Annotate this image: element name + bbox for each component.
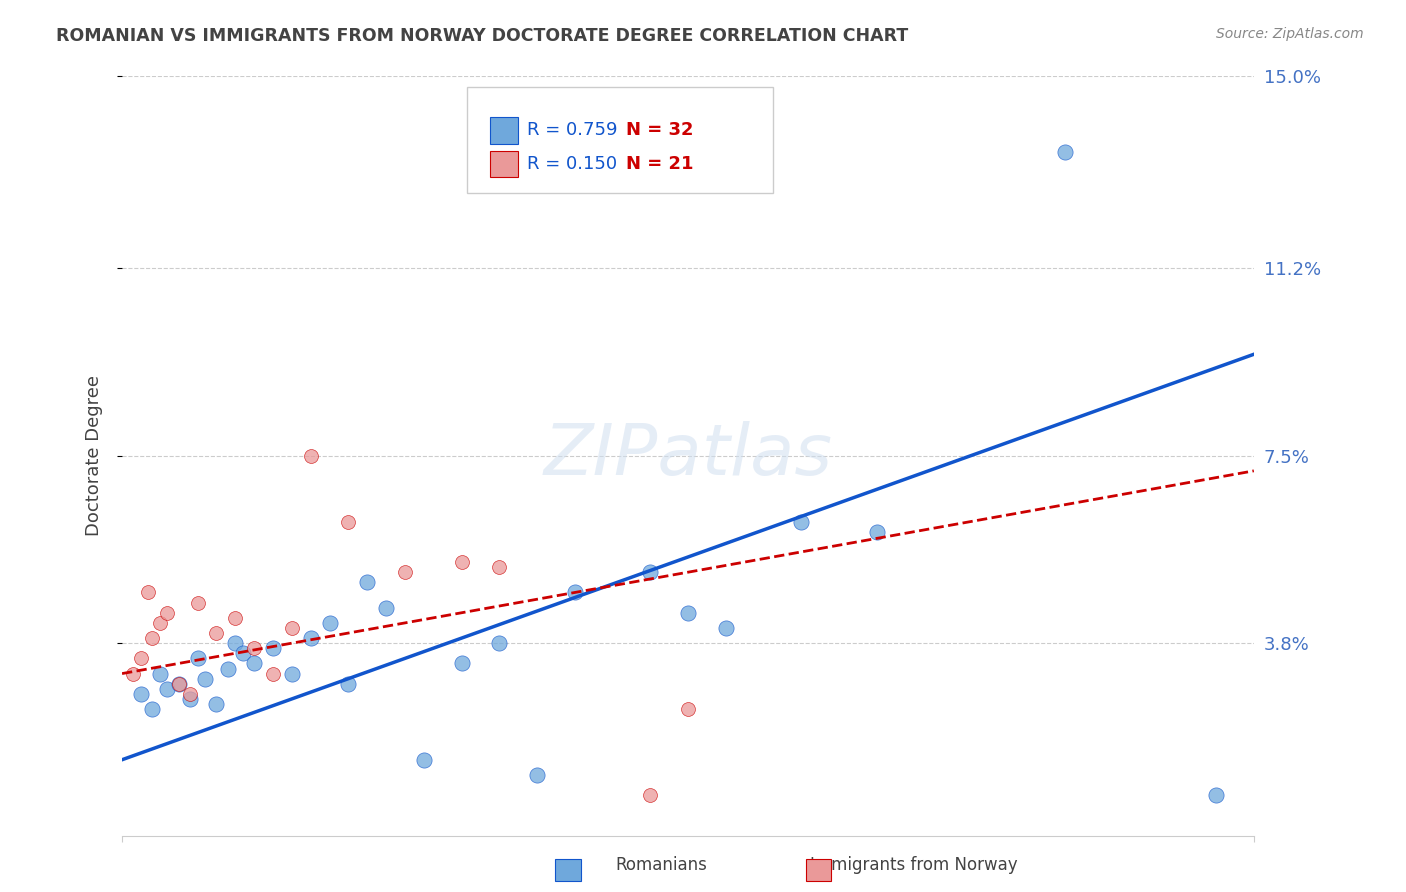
Text: Immigrants from Norway: Immigrants from Norway — [810, 856, 1018, 874]
Point — [412, 753, 434, 767]
Point — [141, 631, 163, 645]
Point — [224, 636, 246, 650]
Point — [243, 641, 266, 656]
Point — [375, 600, 398, 615]
Point — [205, 626, 228, 640]
Point — [526, 768, 548, 782]
Point — [299, 449, 322, 463]
Point — [865, 524, 887, 539]
Point — [676, 606, 699, 620]
Point — [232, 646, 254, 660]
Point — [1205, 789, 1227, 803]
Point — [194, 672, 217, 686]
Point — [394, 565, 416, 579]
Text: N = 32: N = 32 — [626, 121, 693, 139]
Point — [337, 676, 360, 690]
Point — [638, 565, 661, 579]
Point — [224, 611, 246, 625]
Point — [318, 615, 340, 630]
Text: Romanians: Romanians — [614, 856, 707, 874]
Point — [129, 651, 152, 665]
Point — [186, 651, 208, 665]
Point — [217, 661, 239, 675]
Point — [638, 789, 661, 803]
FancyBboxPatch shape — [489, 118, 519, 144]
Point — [167, 676, 190, 690]
Point — [141, 702, 163, 716]
Point — [356, 575, 378, 590]
Point — [564, 585, 586, 599]
Point — [156, 606, 179, 620]
Point — [243, 657, 266, 671]
Text: ROMANIAN VS IMMIGRANTS FROM NORWAY DOCTORATE DEGREE CORRELATION CHART: ROMANIAN VS IMMIGRANTS FROM NORWAY DOCTO… — [56, 27, 908, 45]
Point — [149, 615, 172, 630]
Text: ZIPatlas: ZIPatlas — [544, 421, 832, 490]
FancyBboxPatch shape — [489, 151, 519, 178]
Point — [167, 676, 190, 690]
Text: R = 0.759: R = 0.759 — [527, 121, 617, 139]
Point — [129, 687, 152, 701]
Point — [676, 702, 699, 716]
Point — [262, 641, 284, 656]
Point — [149, 666, 172, 681]
Point — [488, 636, 510, 650]
Text: Source: ZipAtlas.com: Source: ZipAtlas.com — [1216, 27, 1364, 41]
Point — [156, 681, 179, 696]
Point — [138, 585, 160, 599]
Point — [281, 666, 304, 681]
Text: R = 0.150: R = 0.150 — [527, 154, 617, 173]
Point — [337, 515, 360, 529]
Point — [281, 621, 304, 635]
Y-axis label: Doctorate Degree: Doctorate Degree — [86, 376, 103, 536]
Point — [714, 621, 737, 635]
Point — [450, 555, 472, 569]
Point — [488, 560, 510, 574]
Point — [122, 666, 145, 681]
Point — [262, 666, 284, 681]
Point — [790, 515, 813, 529]
Point — [179, 692, 201, 706]
Point — [299, 631, 322, 645]
Point — [1054, 145, 1077, 159]
Point — [179, 687, 201, 701]
Point — [186, 596, 208, 610]
Point — [205, 697, 228, 711]
Point — [450, 657, 472, 671]
FancyBboxPatch shape — [467, 87, 773, 194]
Text: N = 21: N = 21 — [626, 154, 693, 173]
